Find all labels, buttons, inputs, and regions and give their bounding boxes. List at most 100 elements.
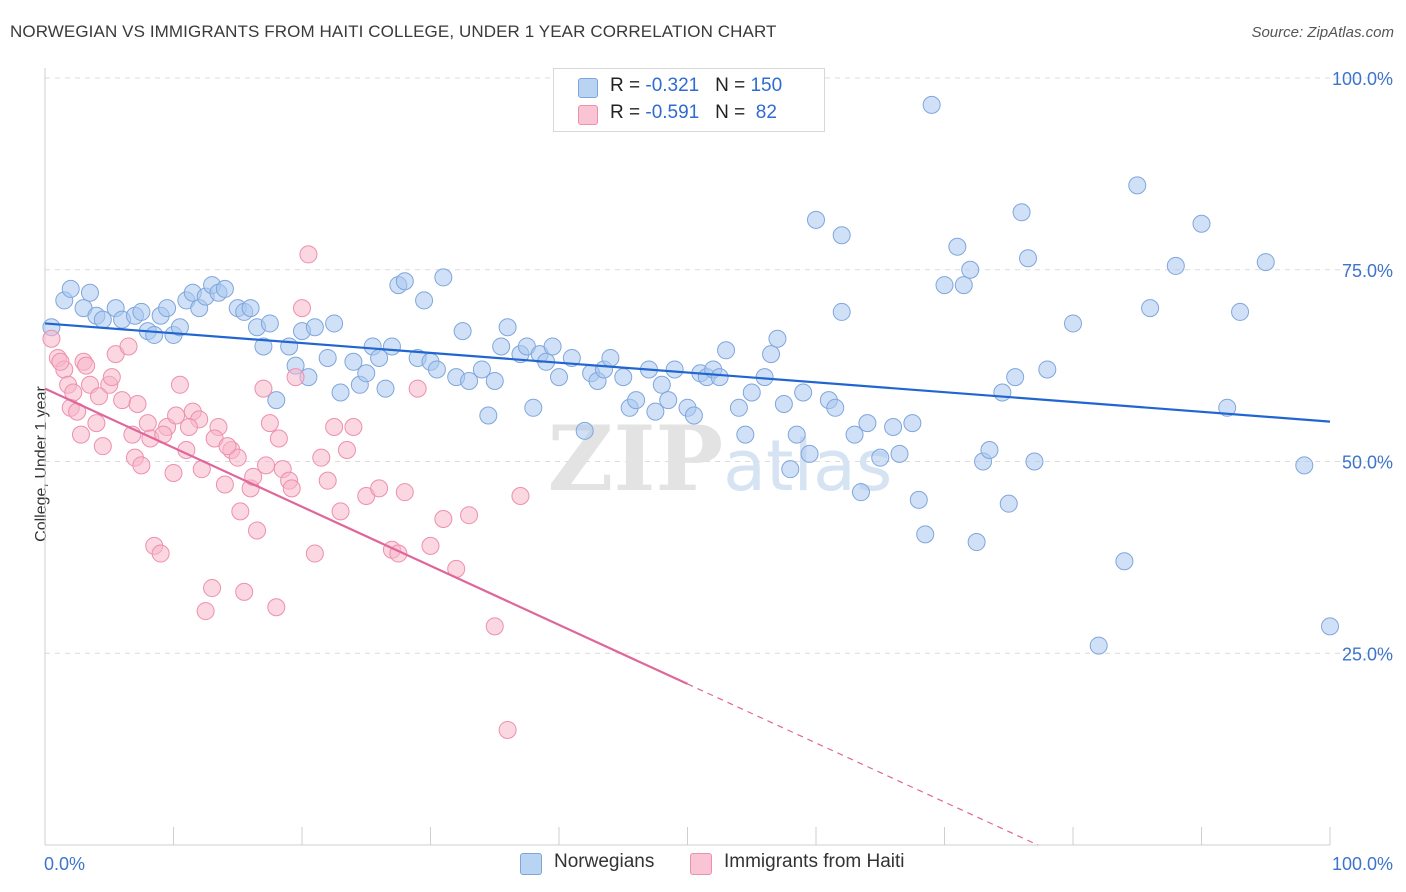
point-haiti bbox=[312, 448, 331, 467]
point-haiti bbox=[151, 544, 170, 563]
point-haiti bbox=[318, 471, 337, 490]
point-norwegians bbox=[967, 533, 986, 552]
point-norwegians bbox=[357, 364, 376, 383]
point-norwegians bbox=[61, 279, 80, 298]
legend-swatch-norwegians bbox=[578, 78, 598, 98]
point-norwegians bbox=[543, 337, 562, 356]
point-norwegians bbox=[1038, 360, 1057, 379]
point-norwegians bbox=[845, 425, 864, 444]
y-tick-label: 75.0% bbox=[1342, 261, 1393, 281]
point-haiti bbox=[325, 417, 344, 436]
point-norwegians bbox=[614, 368, 633, 387]
legend-n-label: N = bbox=[715, 102, 751, 123]
point-norwegians bbox=[331, 383, 350, 402]
point-haiti bbox=[344, 417, 363, 436]
point-norwegians bbox=[800, 444, 819, 463]
point-haiti bbox=[485, 617, 504, 636]
point-haiti bbox=[267, 598, 286, 617]
point-norwegians bbox=[318, 348, 337, 367]
chart-title: NORWEGIAN VS IMMIGRANTS FROM HAITI COLLE… bbox=[10, 22, 777, 41]
point-haiti bbox=[128, 394, 147, 413]
x-tick-label: 100.0% bbox=[1332, 854, 1393, 874]
point-norwegians bbox=[884, 417, 903, 436]
point-haiti bbox=[460, 506, 479, 525]
point-norwegians bbox=[890, 444, 909, 463]
point-haiti bbox=[235, 582, 254, 601]
point-norwegians bbox=[1295, 456, 1314, 475]
point-haiti bbox=[257, 456, 276, 475]
point-haiti bbox=[113, 391, 132, 410]
point-norwegians bbox=[415, 291, 434, 310]
point-norwegians bbox=[1256, 253, 1275, 272]
legend-n-label: N = bbox=[715, 75, 751, 96]
point-norwegians bbox=[376, 379, 395, 398]
point-norwegians bbox=[382, 337, 401, 356]
point-norwegians bbox=[781, 460, 800, 479]
point-norwegians bbox=[717, 341, 736, 360]
point-norwegians bbox=[710, 368, 729, 387]
point-haiti bbox=[203, 579, 222, 598]
point-norwegians bbox=[916, 525, 935, 544]
point-norwegians bbox=[241, 299, 260, 318]
point-norwegians bbox=[1115, 552, 1134, 571]
point-norwegians bbox=[1192, 214, 1211, 233]
point-haiti bbox=[42, 329, 61, 348]
legend-label-haiti: Immigrants from Haiti bbox=[724, 851, 905, 872]
point-haiti bbox=[337, 440, 356, 459]
point-haiti bbox=[434, 510, 453, 529]
point-norwegians bbox=[961, 260, 980, 279]
point-norwegians bbox=[132, 302, 151, 321]
point-norwegians bbox=[325, 314, 344, 333]
point-norwegians bbox=[787, 425, 806, 444]
point-norwegians bbox=[601, 348, 620, 367]
point-haiti bbox=[511, 487, 530, 506]
point-norwegians bbox=[826, 398, 845, 417]
point-haiti bbox=[282, 479, 301, 498]
point-norwegians bbox=[627, 391, 646, 410]
point-haiti bbox=[71, 425, 90, 444]
point-haiti bbox=[170, 375, 189, 394]
legend-label-norwegians: Norwegians bbox=[554, 851, 655, 872]
point-haiti bbox=[269, 429, 288, 448]
point-norwegians bbox=[427, 360, 446, 379]
point-norwegians bbox=[479, 406, 498, 425]
point-norwegians bbox=[665, 360, 684, 379]
point-norwegians bbox=[909, 490, 928, 509]
point-norwegians bbox=[434, 268, 453, 287]
point-norwegians bbox=[922, 95, 941, 114]
point-norwegians bbox=[980, 440, 999, 459]
point-norwegians bbox=[344, 352, 363, 371]
trend-line-haiti bbox=[44, 387, 688, 685]
point-haiti bbox=[260, 414, 279, 433]
point-norwegians bbox=[1321, 617, 1339, 636]
point-haiti bbox=[218, 437, 237, 456]
legend-r-label: R = bbox=[610, 75, 646, 96]
point-norwegians bbox=[1128, 176, 1147, 195]
point-haiti bbox=[93, 437, 112, 456]
point-haiti bbox=[196, 602, 215, 621]
point-norwegians bbox=[762, 345, 781, 364]
point-norwegians bbox=[1231, 302, 1250, 321]
x-tick-label: 0.0% bbox=[44, 854, 85, 874]
point-haiti bbox=[119, 337, 138, 356]
point-norwegians bbox=[524, 398, 543, 417]
point-norwegians bbox=[871, 448, 890, 467]
point-norwegians bbox=[550, 368, 568, 387]
source-label: Source: ZipAtlas.com bbox=[1251, 24, 1394, 41]
point-haiti bbox=[305, 544, 324, 563]
legend-r-value: -0.591 bbox=[645, 102, 700, 123]
point-haiti bbox=[254, 379, 273, 398]
point-norwegians bbox=[1064, 314, 1082, 333]
point-norwegians bbox=[498, 318, 517, 337]
point-norwegians bbox=[1089, 636, 1108, 655]
y-tick-label: 25.0% bbox=[1342, 644, 1393, 664]
point-norwegians bbox=[903, 414, 922, 433]
point-norwegians bbox=[453, 322, 472, 341]
point-norwegians bbox=[729, 398, 748, 417]
point-norwegians bbox=[575, 421, 594, 440]
legend-r-label: R = bbox=[610, 102, 646, 123]
point-haiti bbox=[421, 536, 440, 555]
point-haiti bbox=[408, 379, 427, 398]
point-norwegians bbox=[736, 425, 755, 444]
